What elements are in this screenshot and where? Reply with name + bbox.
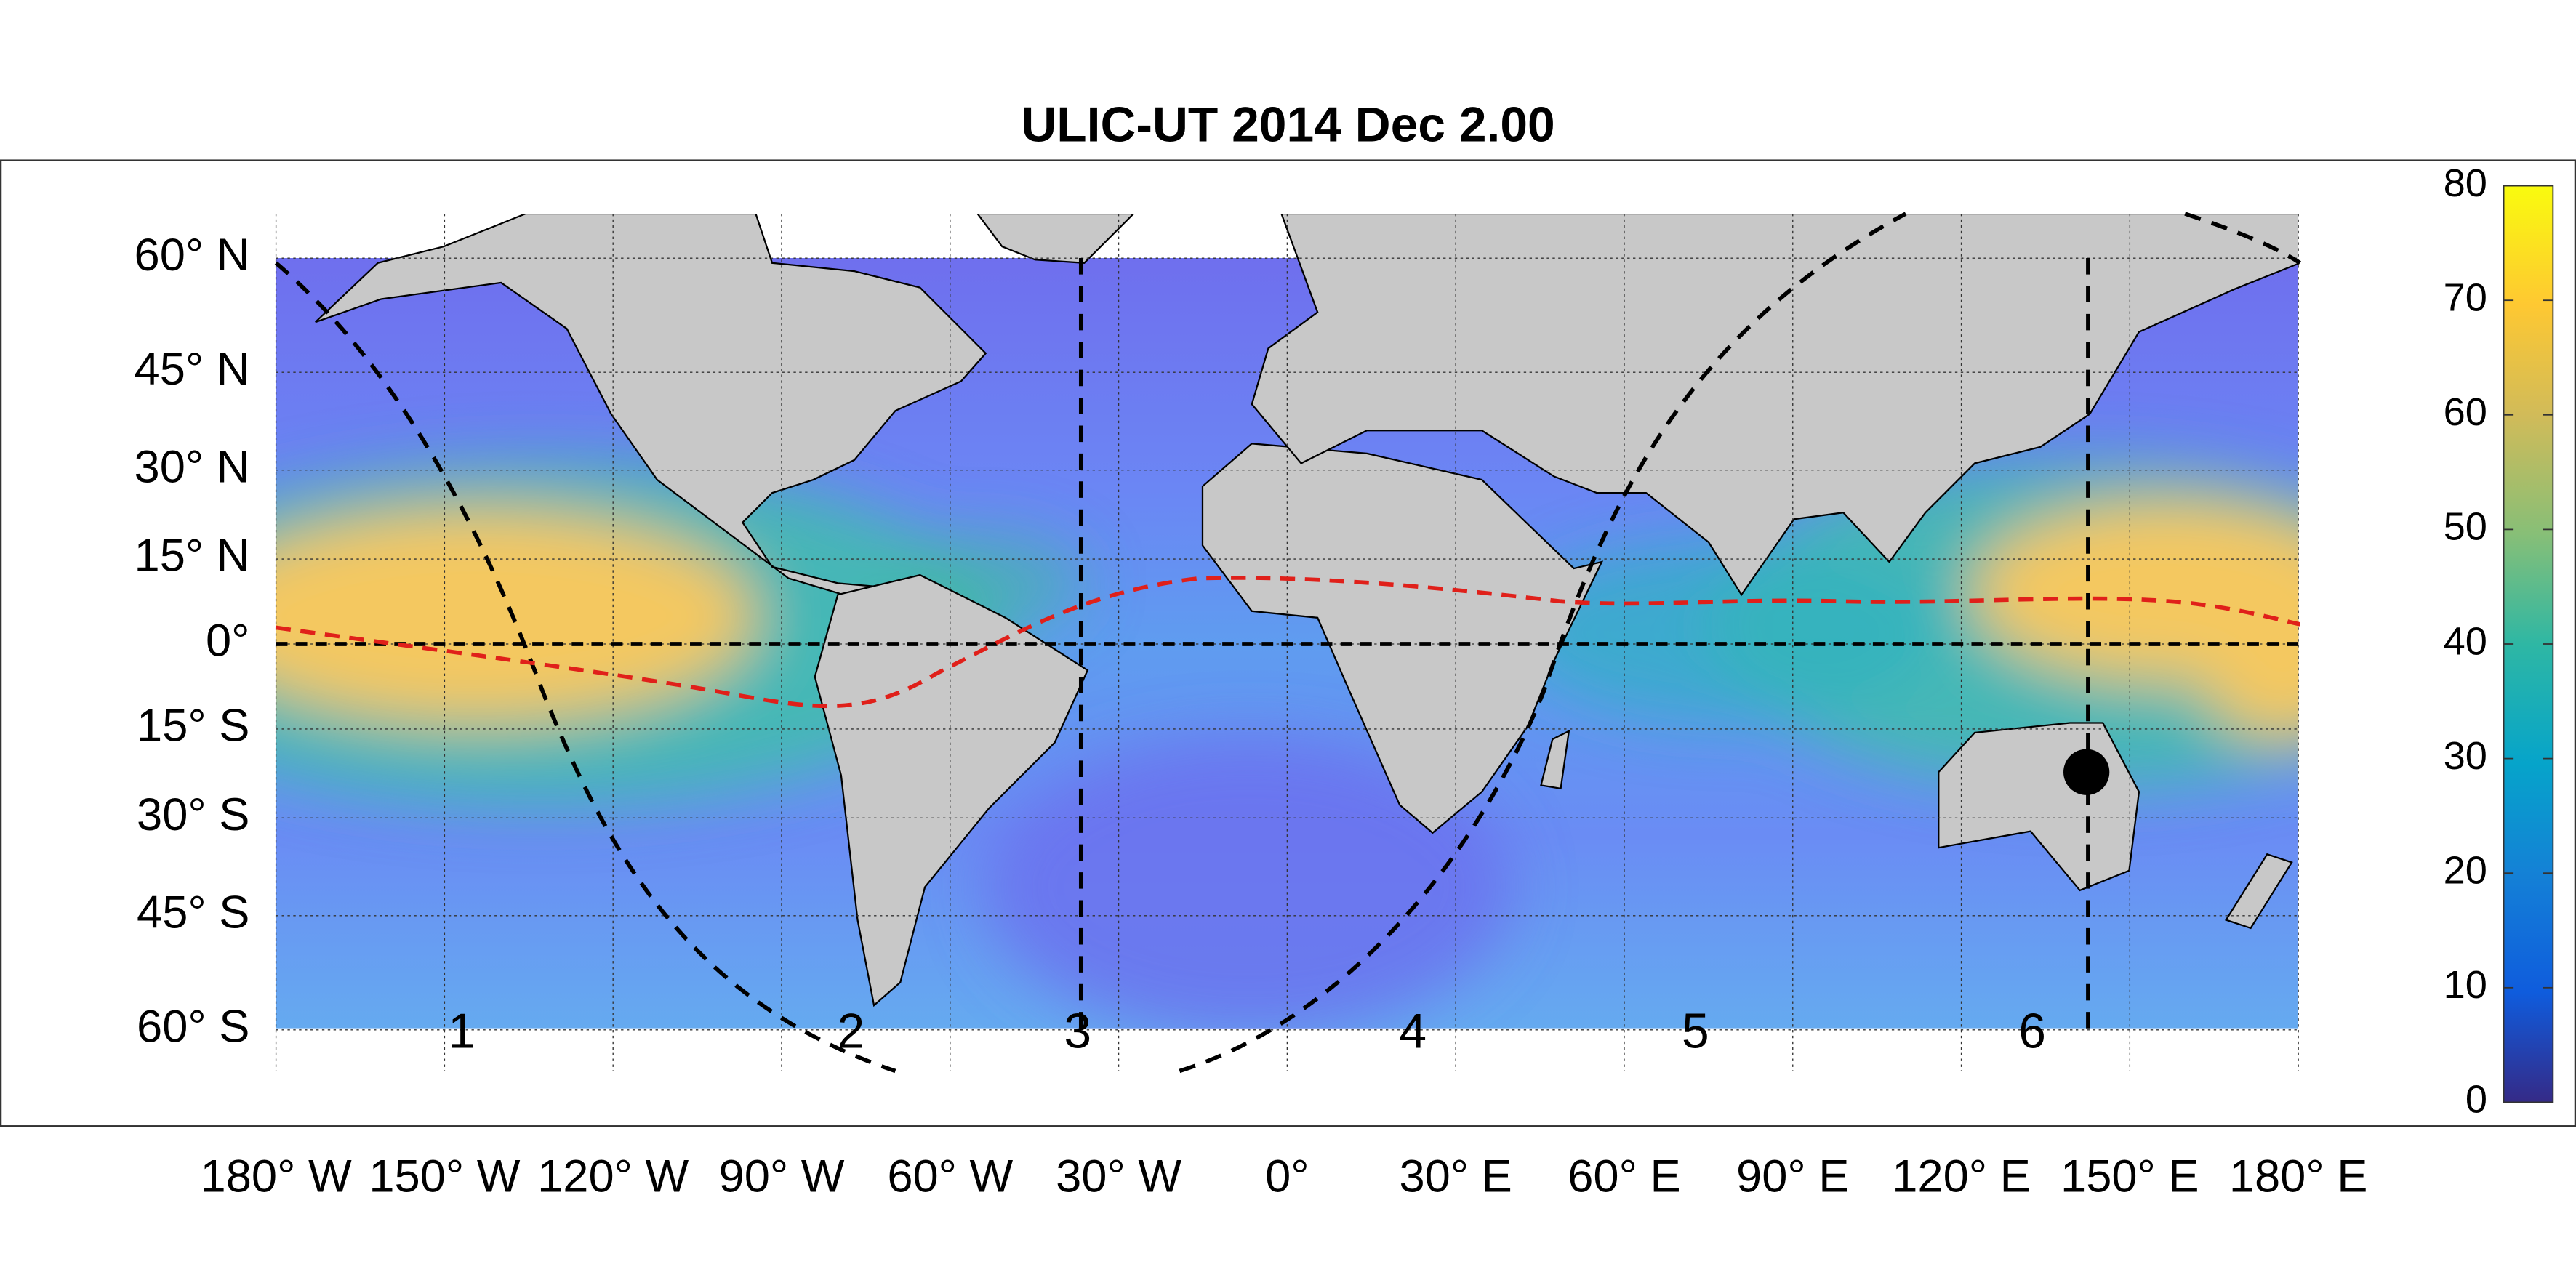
greenland (976, 213, 1135, 264)
lat-tick-label: 30° S (137, 789, 249, 840)
region-label: 1 (448, 1005, 476, 1059)
lon-tick-label: 120° W (537, 1151, 689, 1202)
terminator-curve (274, 261, 896, 1074)
colorbar-tick-label: 30 (2444, 734, 2487, 778)
lat-tick-label: 30° N (135, 441, 250, 492)
lat-tick-label: 45° S (137, 887, 249, 938)
colorbar-tick-label: 60 (2444, 390, 2487, 434)
new-zealand (2224, 853, 2293, 930)
lon-tick-label: 180° W (201, 1151, 352, 1202)
axes-frame (0, 159, 2576, 1127)
colorbar-tick-label: 50 (2444, 505, 2487, 549)
colorbar-tick-label: 80 (2444, 161, 2487, 205)
lon-tick-label: 150° W (369, 1151, 520, 1202)
north-america (315, 213, 987, 599)
lon-tick-label: 0° (1265, 1151, 1309, 1202)
colorbar-tick-label: 40 (2444, 619, 2487, 663)
colorbar-tick-label: 20 (2444, 849, 2487, 893)
title: ULIC-UT 2014 Dec 2.00 (1021, 97, 1554, 152)
lon-tick-label: 120° E (1892, 1151, 2031, 1202)
terminator-curve (1179, 212, 1907, 1074)
lat-tick-label: 15° N (135, 531, 250, 581)
lon-tick-label: 60° W (887, 1151, 1013, 1202)
colorbar-tick-label: 70 (2444, 276, 2487, 320)
south-america (814, 573, 1089, 1007)
lon-tick-label: 150° E (2061, 1151, 2199, 1202)
lon-tick-label: 90° W (719, 1151, 845, 1202)
colorbar-tick-label: 0 (2465, 1078, 2487, 1122)
lon-tick-label: 90° E (1736, 1151, 1849, 1202)
station-marker (2063, 749, 2110, 795)
lat-tick-label: 60° N (135, 230, 250, 281)
terminator-curve (2184, 212, 2301, 265)
lon-tick-label: 180° E (2229, 1151, 2368, 1202)
eurasia (1251, 213, 2299, 597)
region-label: 5 (1682, 1005, 1709, 1059)
madagascar (1540, 729, 1570, 790)
colorbar-tick-label: 10 (2444, 963, 2487, 1007)
region-label: 6 (2018, 1005, 2046, 1059)
lat-tick-label: 0° (206, 616, 249, 667)
region-label: 2 (838, 1005, 865, 1059)
region-label: 4 (1399, 1005, 1427, 1059)
continents (315, 213, 2299, 1007)
region-label: 3 (1064, 1005, 1091, 1059)
lat-tick-label: 60° S (137, 1002, 249, 1052)
lon-tick-label: 30° W (1056, 1151, 1181, 1202)
lat-tick-label: 45° N (135, 344, 250, 395)
lon-tick-label: 60° E (1568, 1151, 1680, 1202)
overlay-lines (274, 212, 2301, 1074)
lon-tick-label: 30° E (1399, 1151, 1512, 1202)
lat-tick-label: 15° S (137, 701, 249, 752)
africa (1201, 443, 1604, 834)
magnetic-equator (276, 576, 2300, 709)
